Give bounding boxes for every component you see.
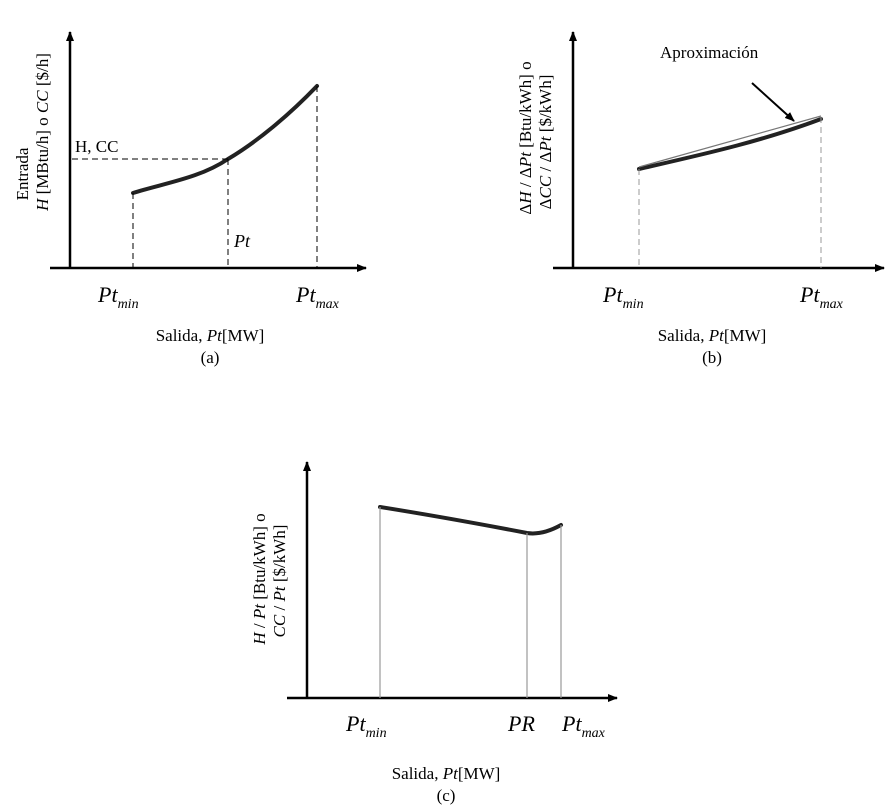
- panel-b-ylabel-line2: ΔCC / ΔPt [$/kWh]: [536, 75, 555, 210]
- panel-c-ylabel-line2: CC / Pt [$/kWh]: [270, 525, 289, 638]
- panel-b-caption: (b): [702, 348, 722, 367]
- panel-c-caption: (c): [437, 786, 456, 805]
- panel-a-ylabel-line2: H [MBtu/h] o CC [$/h]: [33, 53, 52, 212]
- panel-a-pt-label: Pt: [233, 231, 251, 251]
- panel-a-caption: (a): [201, 348, 220, 367]
- panel-a-ylabel-line1: Entrada: [13, 147, 32, 200]
- panel-b-annotation-arrow: [751, 82, 795, 122]
- panel-b-ylabel-line1: ΔH / ΔPt [Btu/kWh] o: [516, 61, 535, 214]
- panel-c: Ptmin PR Ptmax Salida, Pt[MW] (c) H / Pt…: [250, 461, 618, 805]
- panel-a: H, CC Pt Ptmin Ptmax Salida, Pt[MW] (a) …: [13, 31, 367, 367]
- panel-b-xlabel: Salida, Pt[MW]: [658, 326, 767, 345]
- panel-b-annotation: Aproximación: [660, 43, 759, 62]
- panel-c-xtick-ptmax: Ptmax: [561, 711, 606, 741]
- panel-c-xlabel: Salida, Pt[MW]: [392, 764, 501, 783]
- panel-b-incremental-curve: [637, 117, 823, 171]
- panel-c-ylabel-line1: H / Pt [Btu/kWh] o: [250, 513, 269, 645]
- panel-a-point-label: H, CC: [75, 137, 118, 156]
- panel-a-xtick-ptmin: Ptmin: [97, 282, 139, 312]
- panel-b-xtick-ptmax: Ptmax: [799, 282, 844, 312]
- panel-b: Aproximación Ptmin Ptmax Salida, Pt[MW] …: [516, 31, 885, 367]
- panel-c-xtick-pr: PR: [507, 711, 535, 736]
- panel-c-xtick-ptmin: Ptmin: [345, 711, 387, 741]
- panel-c-heat-rate-curve: [378, 505, 563, 536]
- panel-a-xlabel: Salida, Pt[MW]: [156, 326, 265, 345]
- panel-a-input-output-curve: [131, 84, 319, 195]
- panel-b-linear-approximation: [638, 115, 822, 168]
- panel-a-xtick-ptmax: Ptmax: [295, 282, 340, 312]
- panel-b-xtick-ptmin: Ptmin: [602, 282, 644, 312]
